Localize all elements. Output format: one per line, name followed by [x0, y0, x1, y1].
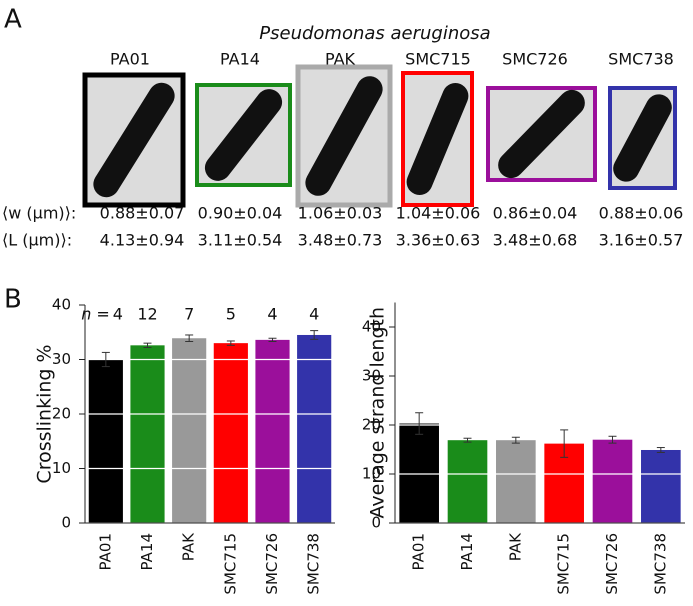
y-tick-label: 0 — [61, 514, 71, 532]
y-tick-label: 20 — [52, 405, 71, 423]
x-tick-label: SMC738 — [651, 533, 669, 595]
panel-label: A — [4, 5, 22, 35]
l-value: 3.11±0.54 — [198, 231, 283, 250]
l-value: 4.13±0.94 — [100, 231, 185, 250]
strain-name: PA01 — [110, 50, 150, 69]
y-tick-label: 30 — [52, 350, 71, 368]
y-axis-label: Crosslinking % — [34, 344, 56, 483]
x-tick-label: PA14 — [458, 533, 476, 570]
bar — [172, 338, 207, 523]
error-bar — [101, 351, 110, 368]
x-tick-label: PA01 — [410, 533, 428, 570]
y-tick-label: 0 — [371, 514, 381, 532]
error-bar — [656, 447, 665, 453]
x-tick-label: PA14 — [138, 533, 156, 570]
x-tick-label: PAK — [506, 532, 524, 561]
y-tick-label: 10 — [52, 459, 71, 477]
x-tick-label: PAK — [180, 532, 198, 561]
row-label: ⟨w (μm)⟩: — [2, 204, 76, 223]
error-bar — [560, 429, 569, 458]
strain-name: PAK — [325, 50, 356, 69]
n-label: 4 — [267, 305, 277, 324]
y-tick-label: 40 — [52, 296, 71, 314]
w-value: 0.88±0.06 — [599, 204, 684, 223]
y-tick-label: 20 — [362, 416, 381, 434]
error-bar — [226, 340, 235, 346]
error-bar — [268, 337, 277, 343]
n-label: 5 — [226, 305, 236, 324]
bar — [297, 334, 332, 523]
panel-title: Pseudomonas aeruginosa — [259, 23, 490, 44]
error-bar — [185, 334, 194, 343]
l-value: 3.36±0.63 — [396, 231, 481, 250]
n-label: 4 — [309, 305, 319, 324]
l-value: 3.16±0.57 — [599, 231, 684, 250]
cell-body — [204, 89, 283, 181]
bar — [592, 439, 633, 523]
l-value: 3.48±0.73 — [298, 231, 383, 250]
bar — [447, 440, 488, 523]
cell-body — [613, 94, 672, 182]
cell-body — [498, 89, 585, 179]
error-bar — [511, 436, 520, 444]
w-value: 0.90±0.04 — [198, 204, 283, 223]
bar — [255, 339, 290, 523]
x-tick-label: SMC715 — [221, 533, 239, 595]
strain-name: PA14 — [220, 50, 260, 69]
w-value: 1.04±0.06 — [396, 204, 481, 223]
bar — [399, 423, 439, 523]
w-value: 1.06±0.03 — [298, 204, 383, 223]
error-bar — [415, 412, 424, 435]
n-label: 12 — [137, 305, 157, 324]
error-bar — [310, 330, 319, 340]
w-value: 0.88±0.07 — [100, 204, 185, 223]
x-tick-label: SMC726 — [603, 533, 621, 595]
y-tick-label: 10 — [362, 465, 381, 483]
row-label: ⟨L (μm)⟩: — [2, 231, 72, 250]
strain-name: SMC726 — [502, 50, 568, 69]
x-tick-label: SMC738 — [305, 533, 323, 595]
bar — [213, 343, 248, 523]
strain-name: SMC738 — [608, 50, 674, 69]
x-tick-label: SMC726 — [263, 533, 281, 595]
n-label: 4 — [113, 305, 123, 324]
x-tick-label: SMC715 — [555, 533, 573, 595]
cell-body — [93, 82, 175, 198]
cell-body — [406, 82, 469, 196]
panel-label: B — [4, 285, 22, 315]
bar — [130, 345, 165, 523]
y-axis-label: Average strand length — [367, 307, 389, 519]
bar — [641, 449, 681, 523]
l-value: 3.48±0.68 — [493, 231, 578, 250]
n-prefix: n = — [81, 305, 110, 324]
error-bar — [143, 342, 152, 349]
strain-name: SMC715 — [405, 50, 471, 69]
n-label: 7 — [184, 305, 194, 324]
bar — [88, 359, 123, 523]
w-value: 0.86±0.04 — [493, 204, 578, 223]
cell-body — [305, 76, 383, 196]
error-bar — [463, 437, 472, 443]
error-bar — [608, 435, 617, 444]
y-tick-label: 30 — [362, 367, 381, 385]
bar — [496, 440, 536, 523]
y-tick-label: 40 — [362, 318, 381, 336]
x-tick-label: PA01 — [96, 533, 114, 570]
